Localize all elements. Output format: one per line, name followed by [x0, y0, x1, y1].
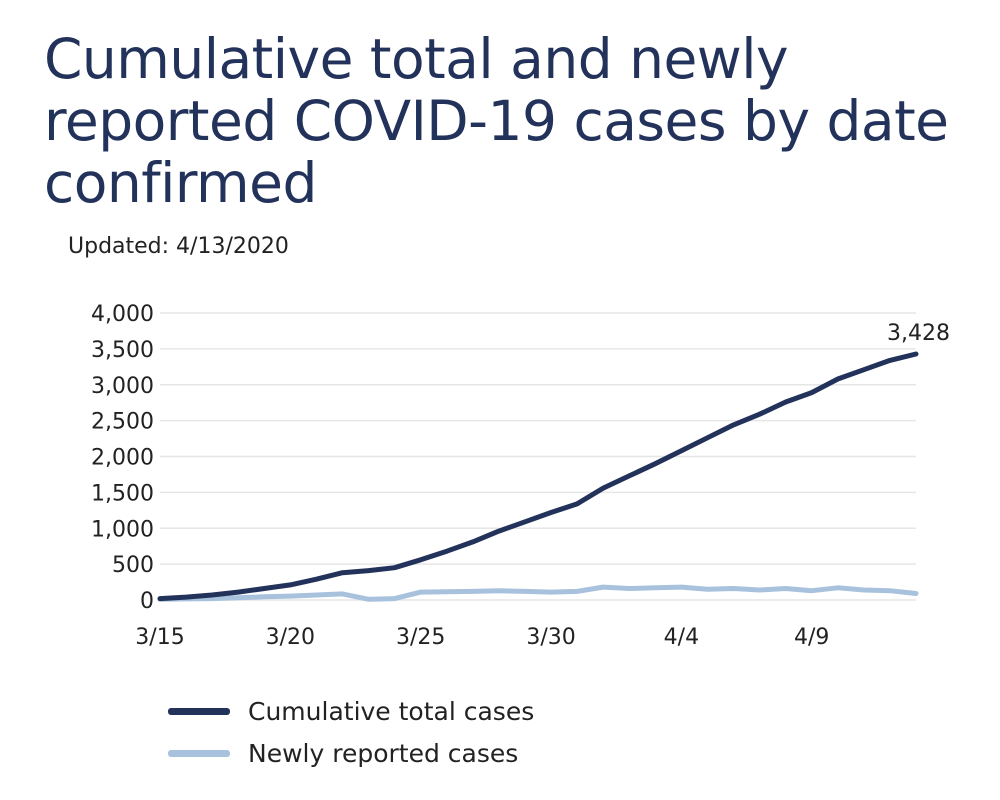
y-tick-label: 500 — [112, 553, 154, 578]
legend-swatch-new — [168, 749, 230, 757]
y-tick-label: 1,500 — [91, 481, 154, 506]
updated-label: Updated: 4/13/2020 — [68, 234, 289, 259]
y-tick-label: 0 — [140, 589, 154, 614]
y-tick-label: 3,000 — [91, 374, 154, 399]
x-axis-ticks: 3/15 3/20 3/25 3/30 4/4 4/9 — [135, 625, 829, 650]
data-label-last-value: 3,428 — [887, 321, 950, 346]
series-line-new — [157, 584, 919, 602]
series-lines — [157, 351, 919, 602]
y-tick-label: 3,500 — [91, 338, 154, 363]
legend-item-new[interactable]: Newly reported cases — [168, 732, 534, 774]
x-tick-label: 3/15 — [135, 625, 184, 650]
x-tick-label: 4/9 — [794, 625, 829, 650]
x-tick-label: 3/20 — [266, 625, 315, 650]
legend-item-cumulative[interactable]: Cumulative total cases — [168, 690, 534, 732]
series-line-cumulative — [157, 351, 919, 602]
annotations: 3,428 — [887, 321, 950, 346]
chart-title: Cumulative total and newly reported COVI… — [44, 27, 949, 215]
x-tick-label: 3/25 — [396, 625, 445, 650]
legend: Cumulative total cases Newly reported ca… — [168, 690, 534, 774]
y-axis-ticks: 0 500 1,000 1,500 2,000 2,500 3,000 3,500 4,000 — [91, 302, 154, 614]
legend-label-new: Newly reported cases — [248, 738, 519, 768]
y-tick-label: 4,000 — [91, 302, 154, 327]
x-tick-label: 4/4 — [664, 625, 699, 650]
x-tick-label: 3/30 — [526, 625, 575, 650]
y-tick-label: 1,000 — [91, 517, 154, 542]
legend-label-cumulative: Cumulative total cases — [248, 696, 535, 726]
y-tick-label: 2,500 — [91, 410, 154, 435]
y-tick-label: 2,000 — [91, 446, 154, 471]
legend-swatch-cumulative — [168, 707, 230, 715]
grid-lines — [160, 312, 916, 601]
